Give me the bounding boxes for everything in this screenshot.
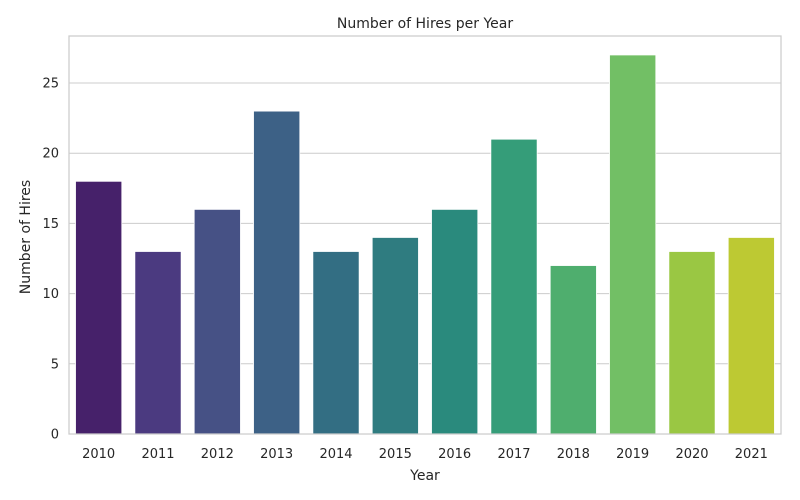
plot-frame <box>68 35 782 435</box>
x-tick-label: 2021 <box>735 447 768 462</box>
x-tick-label: 2011 <box>141 447 174 462</box>
bar-2011 <box>134 251 182 435</box>
y-tick-label: 25 <box>42 77 59 92</box>
bar-2013 <box>253 110 301 435</box>
y-tick-label: 10 <box>42 287 59 302</box>
y-tick-label: 15 <box>42 217 59 232</box>
y-axis-label: Number of Hires <box>18 180 34 294</box>
x-tick-label: 2013 <box>260 447 293 462</box>
bar-2010 <box>75 180 123 435</box>
bar-2019 <box>609 54 657 435</box>
x-tick-label: 2017 <box>497 447 530 462</box>
bar-2015 <box>371 237 419 435</box>
bar-2018 <box>549 265 597 435</box>
y-tick-labels: 0 5 10 15 20 25 <box>42 77 59 443</box>
bar-2020 <box>668 251 716 435</box>
chart-title: Number of Hires per Year <box>337 16 513 32</box>
x-tick-label: 2018 <box>557 447 590 462</box>
x-tick-label: 2015 <box>379 447 412 462</box>
x-tick-label: 2010 <box>82 447 115 462</box>
bar-2012 <box>193 208 241 435</box>
x-tick-label: 2012 <box>201 447 234 462</box>
x-tick-label: 2019 <box>616 447 649 462</box>
bar-2014 <box>312 251 360 435</box>
bar-2017 <box>490 138 538 435</box>
x-tick-label: 2016 <box>438 447 471 462</box>
y-tick-label: 20 <box>42 147 59 162</box>
bars <box>75 54 775 435</box>
x-tick-label: 2020 <box>675 447 708 462</box>
x-axis-label: Year <box>409 468 440 484</box>
x-tick-label: 2014 <box>319 447 352 462</box>
bar-2016 <box>431 208 479 435</box>
y-tick-label: 0 <box>51 428 59 443</box>
x-tick-labels: 2010 2011 2012 2013 2014 2015 2016 2017 2018 2019… <box>82 447 768 462</box>
bar-2021 <box>727 237 775 435</box>
y-tick-label: 5 <box>51 357 59 372</box>
